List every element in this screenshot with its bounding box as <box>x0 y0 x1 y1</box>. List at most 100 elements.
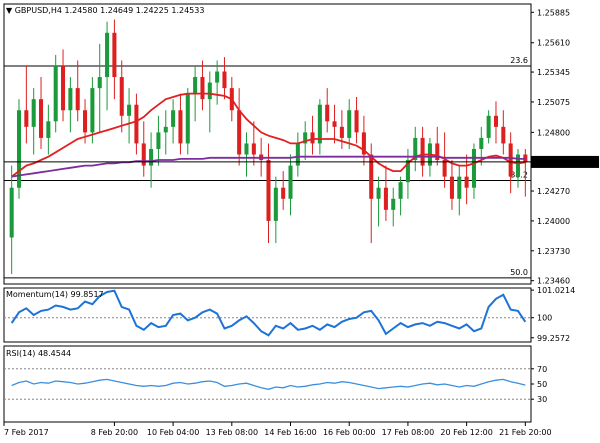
candle-body <box>391 198 396 210</box>
candle-body <box>68 88 73 111</box>
momentum-tick-label: 101.0214 <box>537 286 575 295</box>
candle-body <box>31 99 36 127</box>
momentum-plot-area <box>3 287 532 343</box>
momentum-line <box>10 289 527 337</box>
price-tick-label: 1.25885 <box>537 8 570 17</box>
candle-body <box>193 77 198 94</box>
rsi-panel: 70 50 30 RSI(14) 48.4544 <box>3 345 547 423</box>
rsi-y-ticks: 70 50 30 <box>531 365 547 404</box>
candle-body <box>9 187 14 238</box>
price-tick-label: 1.24800 <box>537 128 570 137</box>
x-tick-label: 8 Feb 20:00 <box>91 428 138 437</box>
x-tick-label: 20 Feb 12:00 <box>440 428 492 437</box>
x-tick-label: 17 Feb 08:00 <box>382 428 434 437</box>
candle-body <box>457 176 462 199</box>
candle-body <box>53 65 58 122</box>
candle-body <box>361 132 366 155</box>
price-plot-area <box>3 3 532 285</box>
price-panel-title: ▼ GBPUSD,H4 1.24580 1.24649 1.24225 1.24… <box>6 6 204 15</box>
candle-body <box>266 160 271 221</box>
x-tick-label: 14 Feb 16:00 <box>264 428 316 437</box>
candle-body <box>398 182 403 199</box>
current-price-label: 1.24533 <box>537 158 573 167</box>
candle-body <box>288 165 293 199</box>
candle-body <box>222 71 227 89</box>
candle-body <box>112 32 117 78</box>
candle-body <box>200 77 205 100</box>
candle-body <box>515 154 521 177</box>
candle-body <box>273 187 278 221</box>
candle-body <box>317 104 322 144</box>
candle-body <box>295 143 300 166</box>
candle-body <box>83 110 88 133</box>
price-tick-label: 1.25345 <box>537 68 570 77</box>
fib-label: 50.0 <box>510 268 528 277</box>
candle-body <box>325 104 330 122</box>
candle-body <box>178 110 183 144</box>
candle-body <box>134 104 139 144</box>
candle-body <box>332 121 337 127</box>
candle-body <box>90 88 95 133</box>
candle-body <box>127 104 132 116</box>
candle-body <box>383 187 388 210</box>
candle-body <box>486 115 491 138</box>
candle-body <box>508 143 513 177</box>
price-panel: 23.638.250.0 1.258851.256101.253451.2507… <box>3 3 599 286</box>
rsi-tick-label: 30 <box>537 395 547 404</box>
candle-body <box>405 160 410 183</box>
candle-body <box>479 137 484 149</box>
candle-body <box>376 187 381 199</box>
candle-body <box>303 132 308 144</box>
candle-body <box>493 115 498 127</box>
current-price-box <box>531 155 599 168</box>
candle-body <box>435 143 440 161</box>
candles-group <box>9 19 528 275</box>
momentum-panel: 101.0214 100 99.2572 Momentum(14) 99.8517 <box>3 286 575 343</box>
candle-body <box>75 88 80 111</box>
fib-label: 23.6 <box>510 56 528 65</box>
momentum-tick-label: 99.2572 <box>537 334 570 343</box>
candle-body <box>97 77 102 89</box>
x-axis-labels: 7 Feb 2017 8 Feb 20:00 10 Feb 04:00 13 Feb … <box>3 422 552 437</box>
candle-body <box>354 110 359 133</box>
candle-body <box>24 110 29 127</box>
candle-body <box>281 187 286 199</box>
x-tick-label: 7 Feb 2017 <box>4 428 49 437</box>
candle-body <box>39 99 44 138</box>
rsi-tick-label: 70 <box>537 365 547 374</box>
candle-body <box>141 143 146 166</box>
current-price-tag: 1.24533 <box>531 155 599 168</box>
candle-body <box>471 148 476 188</box>
x-tick-label: 16 Feb 00:00 <box>323 428 375 437</box>
momentum-y-ticks: 101.0214 100 99.2572 <box>531 286 575 343</box>
candle-body <box>449 176 454 199</box>
price-tick-label: 1.24000 <box>537 217 570 226</box>
candle-body <box>369 154 374 199</box>
candle-body <box>523 154 528 163</box>
candle-body <box>105 32 110 78</box>
candle-body <box>347 110 352 138</box>
price-y-ticks: 1.25885 1.25610 1.25345 1.25075 1.24800 1.242… <box>531 8 570 286</box>
x-tick-label: 21 Feb 20:00 <box>499 428 551 437</box>
candle-body <box>46 121 51 138</box>
candle-body <box>156 132 161 149</box>
candle-body <box>237 110 242 155</box>
candle-body <box>464 176 469 188</box>
price-tick-label: 1.25610 <box>537 39 570 48</box>
candle-body <box>16 110 22 188</box>
candle-body <box>339 126 344 138</box>
candle-body <box>185 93 190 144</box>
candle-body <box>442 160 447 177</box>
sma200-line <box>11 155 526 178</box>
candle-body <box>171 110 176 127</box>
candle-body <box>413 137 418 161</box>
candle-body <box>251 143 256 155</box>
rsi-line <box>11 378 526 390</box>
price-tick-label: 1.23460 <box>537 277 570 286</box>
rsi-panel-title: RSI(14) 48.4544 <box>6 349 71 358</box>
candle-body <box>420 137 425 166</box>
candle-body <box>244 143 249 155</box>
x-tick-label: 10 Feb 04:00 <box>147 428 199 437</box>
candle-body <box>149 148 154 166</box>
